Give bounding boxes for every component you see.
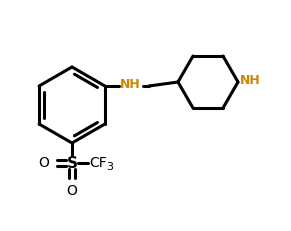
Text: NH: NH [240,73,261,86]
Text: O: O [39,156,49,170]
Text: S: S [67,155,77,170]
Text: 3: 3 [106,162,113,172]
Text: O: O [67,184,77,198]
Text: CF: CF [89,156,107,170]
Text: NH: NH [120,79,141,91]
